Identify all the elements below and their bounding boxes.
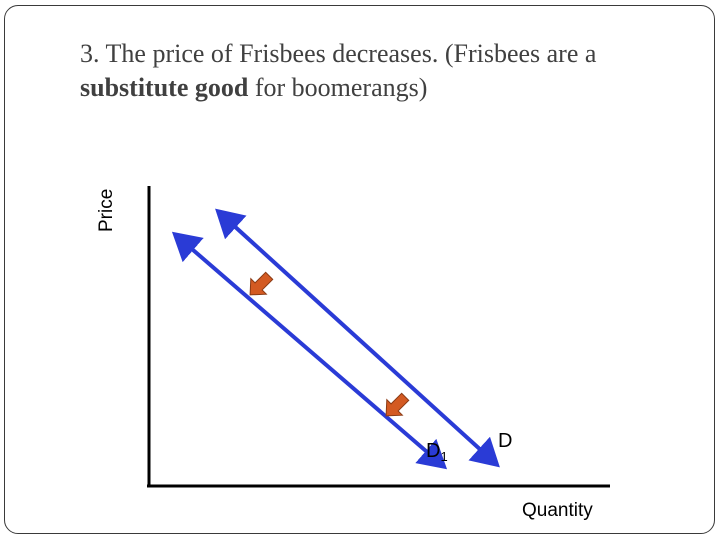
shift-arrow-upper — [249, 271, 274, 296]
curve-label-d: D — [498, 430, 513, 452]
title-line-1: 3. The price of Frisbees decreases. (Fri… — [80, 39, 597, 68]
title-bold-term: substitute good — [80, 73, 249, 102]
curve-label-d1-base: D — [426, 440, 441, 462]
title-rest: for boomerangs) — [248, 73, 428, 102]
curve-label-d1-subscript: 1 — [440, 449, 448, 464]
shift-arrow-lower — [385, 392, 410, 417]
demand-curve-d1 — [171, 231, 448, 470]
y-axis-label: Price — [96, 188, 117, 232]
slide-title: 3. The price of Frisbees decreases. (Fri… — [80, 37, 700, 105]
demand-curve-d — [215, 208, 500, 468]
curve-label-d1: D1 — [426, 440, 448, 464]
x-axis-label: Quantity — [522, 500, 593, 521]
